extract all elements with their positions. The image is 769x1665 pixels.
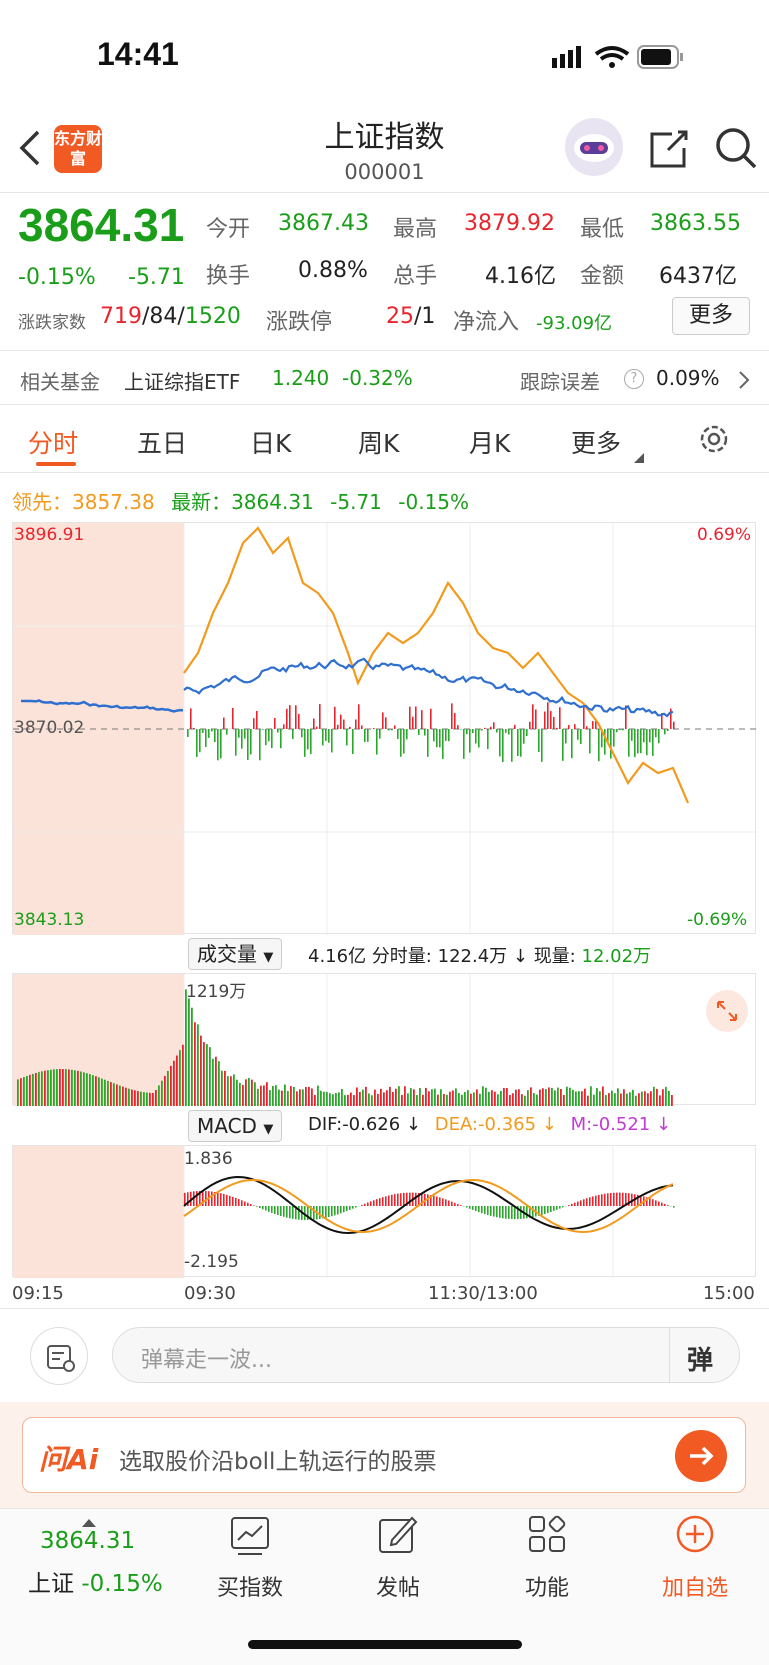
time-label-open: 09:30 [184, 1283, 236, 1304]
chart-trend-icon[interactable] [230, 1516, 270, 1560]
tab-intraday[interactable]: 分时 [28, 429, 79, 458]
nav-functions[interactable]: 功能 [524, 1576, 569, 1601]
limit-values: 25/1 [386, 304, 436, 329]
page-title: 上证指数 [324, 120, 445, 155]
low-value: 3863.55 [650, 211, 741, 236]
arrow-right-icon[interactable] [675, 1430, 727, 1482]
tab-more[interactable]: 更多 [571, 429, 622, 458]
tab-daily-k[interactable]: 日K [250, 429, 292, 458]
bottom-nav [0, 1508, 769, 1665]
divider [0, 192, 769, 193]
limit-label: 涨跌停 [266, 310, 333, 335]
fund-pct: -0.32% [342, 366, 413, 390]
divider [0, 404, 769, 405]
ai-search-card[interactable]: 问Ai 选取股价沿boll上轨运行的股票 [22, 1417, 746, 1493]
indicator-select-volume[interactable]: 成交量 ▼ [188, 938, 283, 970]
tracking-label: 跟踪误差 [520, 370, 600, 394]
apps-grid-icon[interactable] [527, 1514, 567, 1558]
breadth-label: 涨跌家数 [18, 313, 86, 333]
time-label-close: 15:00 [703, 1283, 755, 1304]
nav-add-watchlist[interactable]: 加自选 [661, 1576, 728, 1601]
amount-value: 6437亿 [659, 264, 737, 289]
caret-up-icon [82, 1512, 96, 1531]
high-label: 最高 [393, 217, 438, 242]
tab-weekly-k[interactable]: 周K [358, 429, 400, 458]
settings-icon[interactable] [697, 422, 731, 460]
volume-label: 总手 [393, 264, 438, 289]
help-icon[interactable]: ? [624, 369, 644, 389]
pct-min-label: -0.69% [687, 910, 748, 930]
open-value: 3867.43 [278, 211, 369, 236]
divider [0, 350, 769, 351]
macd-min-label: -2.195 [184, 1252, 239, 1272]
low-label: 最低 [580, 217, 625, 242]
more-button[interactable]: 更多 [672, 297, 750, 335]
stock-code: 000001 [344, 160, 425, 184]
netflow-label: 净流入 [453, 310, 520, 335]
change-pct: -0.15% [18, 265, 96, 290]
macd-chart[interactable] [12, 1145, 756, 1278]
tracking-value: 0.09% [656, 366, 720, 390]
chevron-right-icon[interactable] [738, 370, 750, 394]
tab-five-day[interactable]: 五日 [137, 429, 188, 458]
open-label: 今开 [206, 217, 251, 242]
fund-label: 相关基金 [20, 370, 100, 394]
status-icons [552, 44, 702, 78]
status-time: 14:41 [97, 36, 179, 72]
tab-indicator [36, 462, 76, 466]
last-price: 3864.31 [18, 199, 185, 251]
danmu-settings-icon[interactable] [30, 1327, 88, 1385]
ai-prompt: 选取股价沿boll上轨运行的股票 [119, 1449, 437, 1475]
nav-index-summary[interactable]: 上证 -0.15% [28, 1571, 163, 1597]
tab-monthly-k[interactable]: 月K [469, 429, 511, 458]
nav-price: 3864.31 [40, 1528, 136, 1554]
search-icon[interactable] [714, 126, 758, 174]
fund-price: 1.240 [272, 366, 330, 390]
y-min-label: 3843.13 [14, 910, 85, 930]
amount-label: 金额 [580, 264, 625, 289]
divider [0, 1308, 769, 1309]
robot-avatar-icon[interactable] [565, 118, 623, 176]
pct-max-label: 0.69% [697, 525, 752, 545]
back-icon[interactable] [18, 130, 44, 170]
y-max-label: 3896.91 [14, 525, 85, 545]
netflow-value: -93.09亿 [536, 313, 613, 334]
edit-icon[interactable] [378, 1514, 418, 1558]
volume-max-label: 1219万 [186, 982, 247, 1002]
turnover-value: 0.88% [298, 258, 368, 283]
danmu-toggle-button[interactable]: 弹 [687, 1346, 714, 1376]
turnover-label: 换手 [206, 264, 251, 289]
volume-value: 4.16亿 [485, 264, 556, 289]
danmu-input[interactable]: 弹幕走一波... 弹 [112, 1327, 740, 1383]
share-icon[interactable] [648, 128, 690, 174]
danmu-placeholder: 弹幕走一波... [141, 1348, 272, 1373]
dropdown-triangle-icon [634, 448, 644, 467]
ai-logo: 问Ai [39, 1443, 99, 1476]
app-logo: 东方财富 [54, 125, 102, 173]
macd-max-label: 1.836 [184, 1149, 233, 1169]
fund-name[interactable]: 上证综指ETF [124, 370, 241, 394]
nav-buy-index[interactable]: 买指数 [216, 1576, 283, 1601]
indicator-select-macd[interactable]: MACD ▼ [188, 1110, 283, 1142]
volume-info: 4.16亿 分时量: 122.4万 ↓ 现量: 12.02万 [308, 946, 652, 967]
change-value: -5.71 [128, 265, 185, 290]
y-ref-label: 3870.02 [14, 718, 85, 738]
high-value: 3879.92 [464, 211, 555, 236]
time-label-mid: 11:30/13:00 [428, 1283, 538, 1304]
breadth-values: 719/84/1520 [100, 304, 241, 329]
expand-icon[interactable] [706, 990, 748, 1032]
macd-info: DIF:-0.626 ↓ DEA:-0.365 ↓ M:-0.521 ↓ [308, 1114, 672, 1135]
time-label-start: 09:15 [12, 1283, 64, 1304]
home-indicator [248, 1640, 522, 1649]
divider [0, 472, 769, 473]
chart-legend: 领先：3857.38 最新：3864.31 -5.71 -0.15% [12, 490, 470, 514]
intraday-chart[interactable] [12, 522, 757, 935]
volume-chart[interactable] [12, 973, 756, 1106]
nav-post[interactable]: 发帖 [375, 1576, 420, 1601]
add-circle-icon[interactable] [675, 1514, 715, 1558]
